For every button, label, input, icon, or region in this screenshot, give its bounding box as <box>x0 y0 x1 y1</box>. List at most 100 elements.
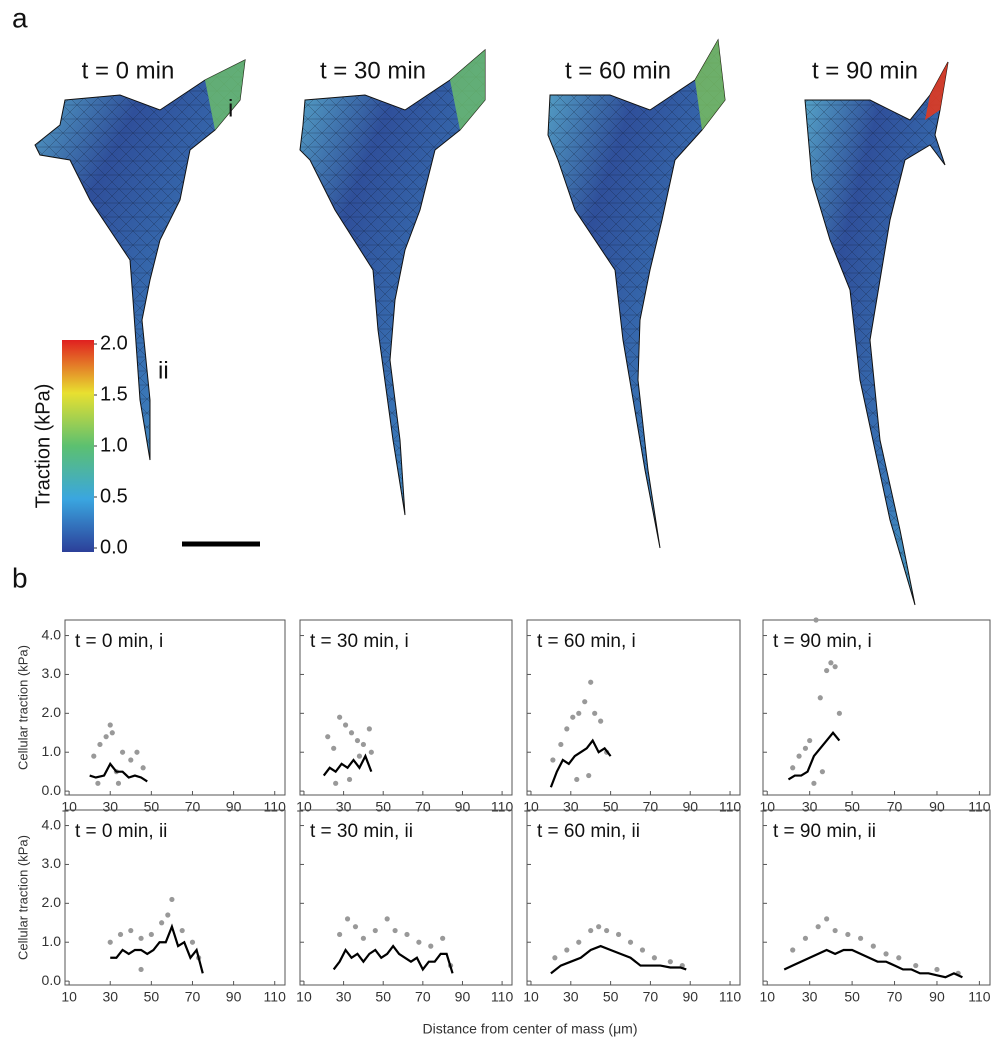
x-tick-label: 110 <box>719 799 742 815</box>
data-point <box>913 962 919 969</box>
frame-title: t = 60 min <box>565 57 671 84</box>
data-point <box>119 749 126 755</box>
data-point <box>342 722 349 728</box>
data-point <box>815 924 821 930</box>
data-point <box>576 710 582 716</box>
data-point <box>828 660 834 666</box>
data-point <box>586 772 592 779</box>
data-point <box>883 951 889 957</box>
x-tick-label: 50 <box>844 799 860 815</box>
x-tick-label: 10 <box>296 989 312 1005</box>
plot-frame <box>299 619 513 796</box>
mean-line <box>332 944 454 974</box>
subplot: 10 30 50 70 90 110 t = 30 min, ii <box>296 809 513 1005</box>
data-point <box>352 924 359 930</box>
data-point <box>582 699 588 705</box>
data-point <box>91 753 97 759</box>
data-point <box>360 741 367 748</box>
frame-title: t = 30 min <box>320 57 426 84</box>
subplot-title: t = 90 min, i <box>773 631 872 652</box>
data-point <box>574 776 580 783</box>
data-point <box>138 935 144 941</box>
mean-line <box>787 731 841 781</box>
colorbar-label: Traction (kPa) <box>32 384 54 509</box>
y-tick-label: 2.0 <box>42 704 62 720</box>
x-tick-label: 90 <box>929 799 945 815</box>
y-tick-label: 0.0 <box>42 782 62 798</box>
data-point <box>107 939 113 945</box>
x-tick-label: 70 <box>887 799 903 815</box>
x-tick-label: 30 <box>336 989 352 1005</box>
data-point <box>346 776 353 783</box>
subplot-title: t = 60 min, i <box>537 631 636 652</box>
data-point <box>790 765 796 771</box>
data-point <box>639 947 646 953</box>
x-axis-label: Distance from center of mass (μm) <box>422 1021 637 1037</box>
data-point <box>824 667 830 674</box>
panel-letter: a <box>12 2 28 33</box>
panel-letter: b <box>12 562 28 593</box>
x-tick-label: 10 <box>759 989 775 1005</box>
x-tick-label: 70 <box>415 799 431 815</box>
data-point <box>615 931 622 938</box>
x-tick-label: 30 <box>563 989 579 1005</box>
data-point <box>790 947 796 953</box>
data-point <box>807 737 813 744</box>
data-point <box>107 722 113 728</box>
data-point <box>138 966 144 973</box>
cell <box>299 48 486 516</box>
cell <box>804 61 949 606</box>
data-point <box>384 916 390 922</box>
x-tick-label: 50 <box>603 799 619 815</box>
data-point <box>169 896 175 903</box>
data-point <box>404 931 410 938</box>
region-label: ii <box>158 357 169 384</box>
x-tick-label: 30 <box>102 799 118 815</box>
colorbar-tick-label: 0.5 <box>100 485 128 507</box>
plot-frame <box>64 809 286 986</box>
data-point <box>576 939 582 945</box>
data-point <box>331 745 337 751</box>
data-point <box>392 927 398 934</box>
x-tick-label: 110 <box>968 989 991 1005</box>
x-tick-label: 70 <box>643 989 659 1005</box>
data-point <box>570 714 576 720</box>
plot-frame <box>526 619 741 796</box>
cell-images <box>34 38 949 606</box>
x-tick-label: 30 <box>336 799 352 815</box>
subplot-title: t = 60 min, ii <box>537 821 640 842</box>
subplot: 10 30 50 70 90 110 t = 30 min, i <box>296 619 513 815</box>
data-point <box>325 734 331 740</box>
x-tick-label: 90 <box>226 989 242 1005</box>
colorbar-tick-label: 0.0 <box>100 536 128 558</box>
data-point <box>134 749 140 755</box>
data-point <box>416 939 422 945</box>
y-tick-label: 1.0 <box>42 743 62 759</box>
data-point <box>360 935 367 941</box>
colorbar-tick-label: 1.0 <box>100 434 128 456</box>
x-tick-label: 90 <box>682 799 698 815</box>
data-point <box>428 943 434 949</box>
cell <box>547 38 726 549</box>
mean-line <box>550 944 687 975</box>
data-point <box>596 924 602 930</box>
data-point <box>368 749 374 755</box>
x-tick-label: 70 <box>185 989 201 1005</box>
data-point <box>344 916 351 922</box>
data-point <box>564 726 570 732</box>
x-tick-label: 90 <box>226 799 242 815</box>
data-point <box>802 745 809 751</box>
data-point <box>813 617 819 623</box>
data-point <box>550 757 556 763</box>
x-tick-label: 90 <box>682 989 698 1005</box>
region-label: i <box>228 95 233 122</box>
colorbar <box>62 340 94 552</box>
subplot-title: t = 30 min, i <box>310 631 409 652</box>
data-point <box>366 726 372 732</box>
x-tick-label: 70 <box>415 989 431 1005</box>
subplot-title: t = 0 min, i <box>75 631 163 652</box>
plot-frame <box>762 809 991 986</box>
frame-title: t = 90 min <box>812 57 918 84</box>
data-point <box>896 955 902 961</box>
data-point <box>148 931 154 938</box>
